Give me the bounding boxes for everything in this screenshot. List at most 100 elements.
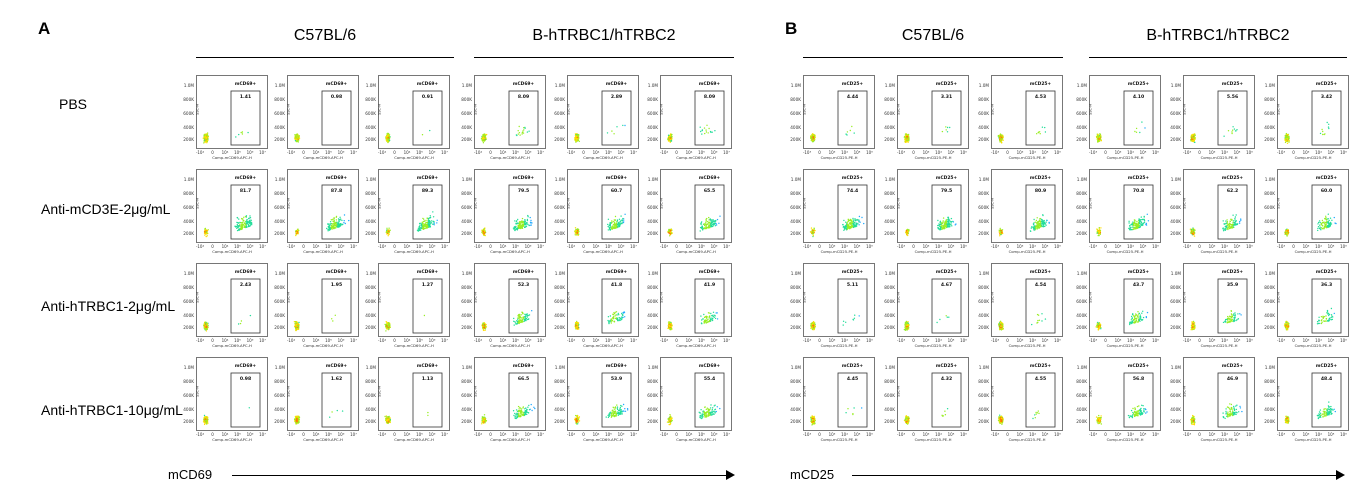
event-dot [432, 223, 434, 225]
event-dot [426, 217, 428, 219]
x-tick-label: 10⁶ [618, 150, 625, 155]
event-dot [483, 329, 485, 332]
event-dot [243, 226, 245, 228]
x-tick-label: 10⁴ [404, 432, 411, 437]
event-dot [615, 221, 618, 223]
event-dot [607, 218, 610, 220]
event-dot [614, 315, 616, 317]
event-dot [669, 231, 672, 233]
gate-box [694, 278, 725, 334]
x-axis-label: Comp-mCD69-APC-H [676, 249, 716, 254]
event-dot [671, 232, 673, 234]
x-tick-label: 10⁷ [441, 244, 448, 249]
gate-box [230, 184, 261, 240]
x-tick-label: 10⁴ [313, 150, 320, 155]
event-dot [619, 222, 621, 224]
event-dot [234, 226, 237, 228]
event-dot [296, 137, 298, 139]
event-dot [294, 139, 297, 142]
gate-label: mCD69+ [606, 175, 628, 181]
event-dot [616, 226, 618, 229]
plot-frame [474, 75, 546, 149]
x-tick-label: 0 [582, 432, 585, 437]
y-tick-label: 400K [554, 219, 565, 224]
event-dots [293, 314, 336, 332]
gate-percentage: 2.43 [240, 282, 251, 288]
gate-percentage: 81.7 [240, 188, 251, 194]
event-dot [524, 219, 526, 221]
y-tick-label: 1.0M [275, 271, 286, 276]
event-dot [427, 225, 429, 228]
event-dot [703, 127, 706, 129]
x-tick-label: 0 [302, 432, 305, 437]
event-dot [621, 318, 623, 320]
event-dots [481, 214, 533, 237]
event-dot [719, 215, 721, 217]
event-dot [519, 227, 522, 230]
event-dot [419, 224, 421, 226]
event-dot [709, 317, 711, 319]
y-tick-label: 1.0M [366, 83, 377, 88]
y-tick-label: 800K [647, 97, 658, 102]
y-tick-label: 200K [183, 231, 194, 236]
event-dot [709, 315, 711, 317]
plot-frame [474, 357, 546, 431]
x-tick-label: 0 [302, 150, 305, 155]
x-tick-label: -10⁴ [378, 338, 387, 343]
x-axis-label: Comp-mCD69-APC-H [303, 249, 343, 254]
event-dot [715, 222, 717, 225]
event-dot [481, 231, 483, 233]
x-tick-label: 0 [393, 338, 396, 343]
event-dot [387, 419, 389, 421]
event-dot [335, 219, 338, 221]
event-dot [627, 409, 629, 411]
x-tick-label: -10⁴ [474, 244, 483, 249]
event-dot [616, 317, 619, 320]
y-tick-label: 400K [274, 125, 285, 130]
event-dot [515, 413, 517, 415]
event-dot [425, 227, 427, 229]
event-dot [387, 138, 390, 140]
x-tick-label: -10⁴ [287, 432, 296, 437]
event-dot [385, 419, 388, 422]
event-dot [617, 224, 620, 226]
x-tick-label: 10⁷ [630, 338, 637, 343]
event-dot [515, 225, 517, 228]
x-tick-label: -10⁴ [287, 150, 296, 155]
event-dot [205, 231, 208, 233]
event-dot [519, 226, 521, 228]
y-tick-label: 800K [554, 285, 565, 290]
event-dot [716, 218, 719, 221]
event-dot [623, 311, 625, 313]
event-dot [385, 231, 387, 234]
gate-label: mCD69+ [326, 81, 348, 87]
y-tick-label: 400K [274, 219, 285, 224]
x-axis-label: Comp-mCD69-APC-H [490, 249, 530, 254]
x-axis-label: Comp-mCD69-APC-H [583, 437, 623, 442]
event-dot [621, 221, 623, 223]
event-dot [622, 316, 624, 319]
x-axis-label: Comp-mCD69-APC-H [394, 249, 434, 254]
event-dot [423, 218, 425, 220]
event-dot [429, 223, 431, 225]
x-tick-label: 10⁶ [618, 244, 625, 249]
event-dot [417, 230, 419, 232]
axis-arrow-mcd25-head [1336, 470, 1345, 480]
event-dot [239, 322, 242, 325]
event-dot [705, 321, 707, 323]
y-tick-label: 800K [554, 191, 565, 196]
x-tick-label: 10⁶ [711, 244, 718, 249]
event-dot [670, 327, 672, 330]
event-dot [611, 221, 613, 223]
event-dot [528, 314, 531, 316]
event-dot [483, 414, 486, 416]
y-tick-label: 800K [461, 191, 472, 196]
x-tick-label: -10⁴ [196, 338, 205, 343]
x-tick-label: 10⁵ [698, 244, 705, 249]
event-dot [247, 131, 249, 134]
x-tick-label: 10⁴ [222, 432, 229, 437]
y-axis-label: SSC-H [474, 386, 478, 397]
x-tick-label: 0 [302, 244, 305, 249]
